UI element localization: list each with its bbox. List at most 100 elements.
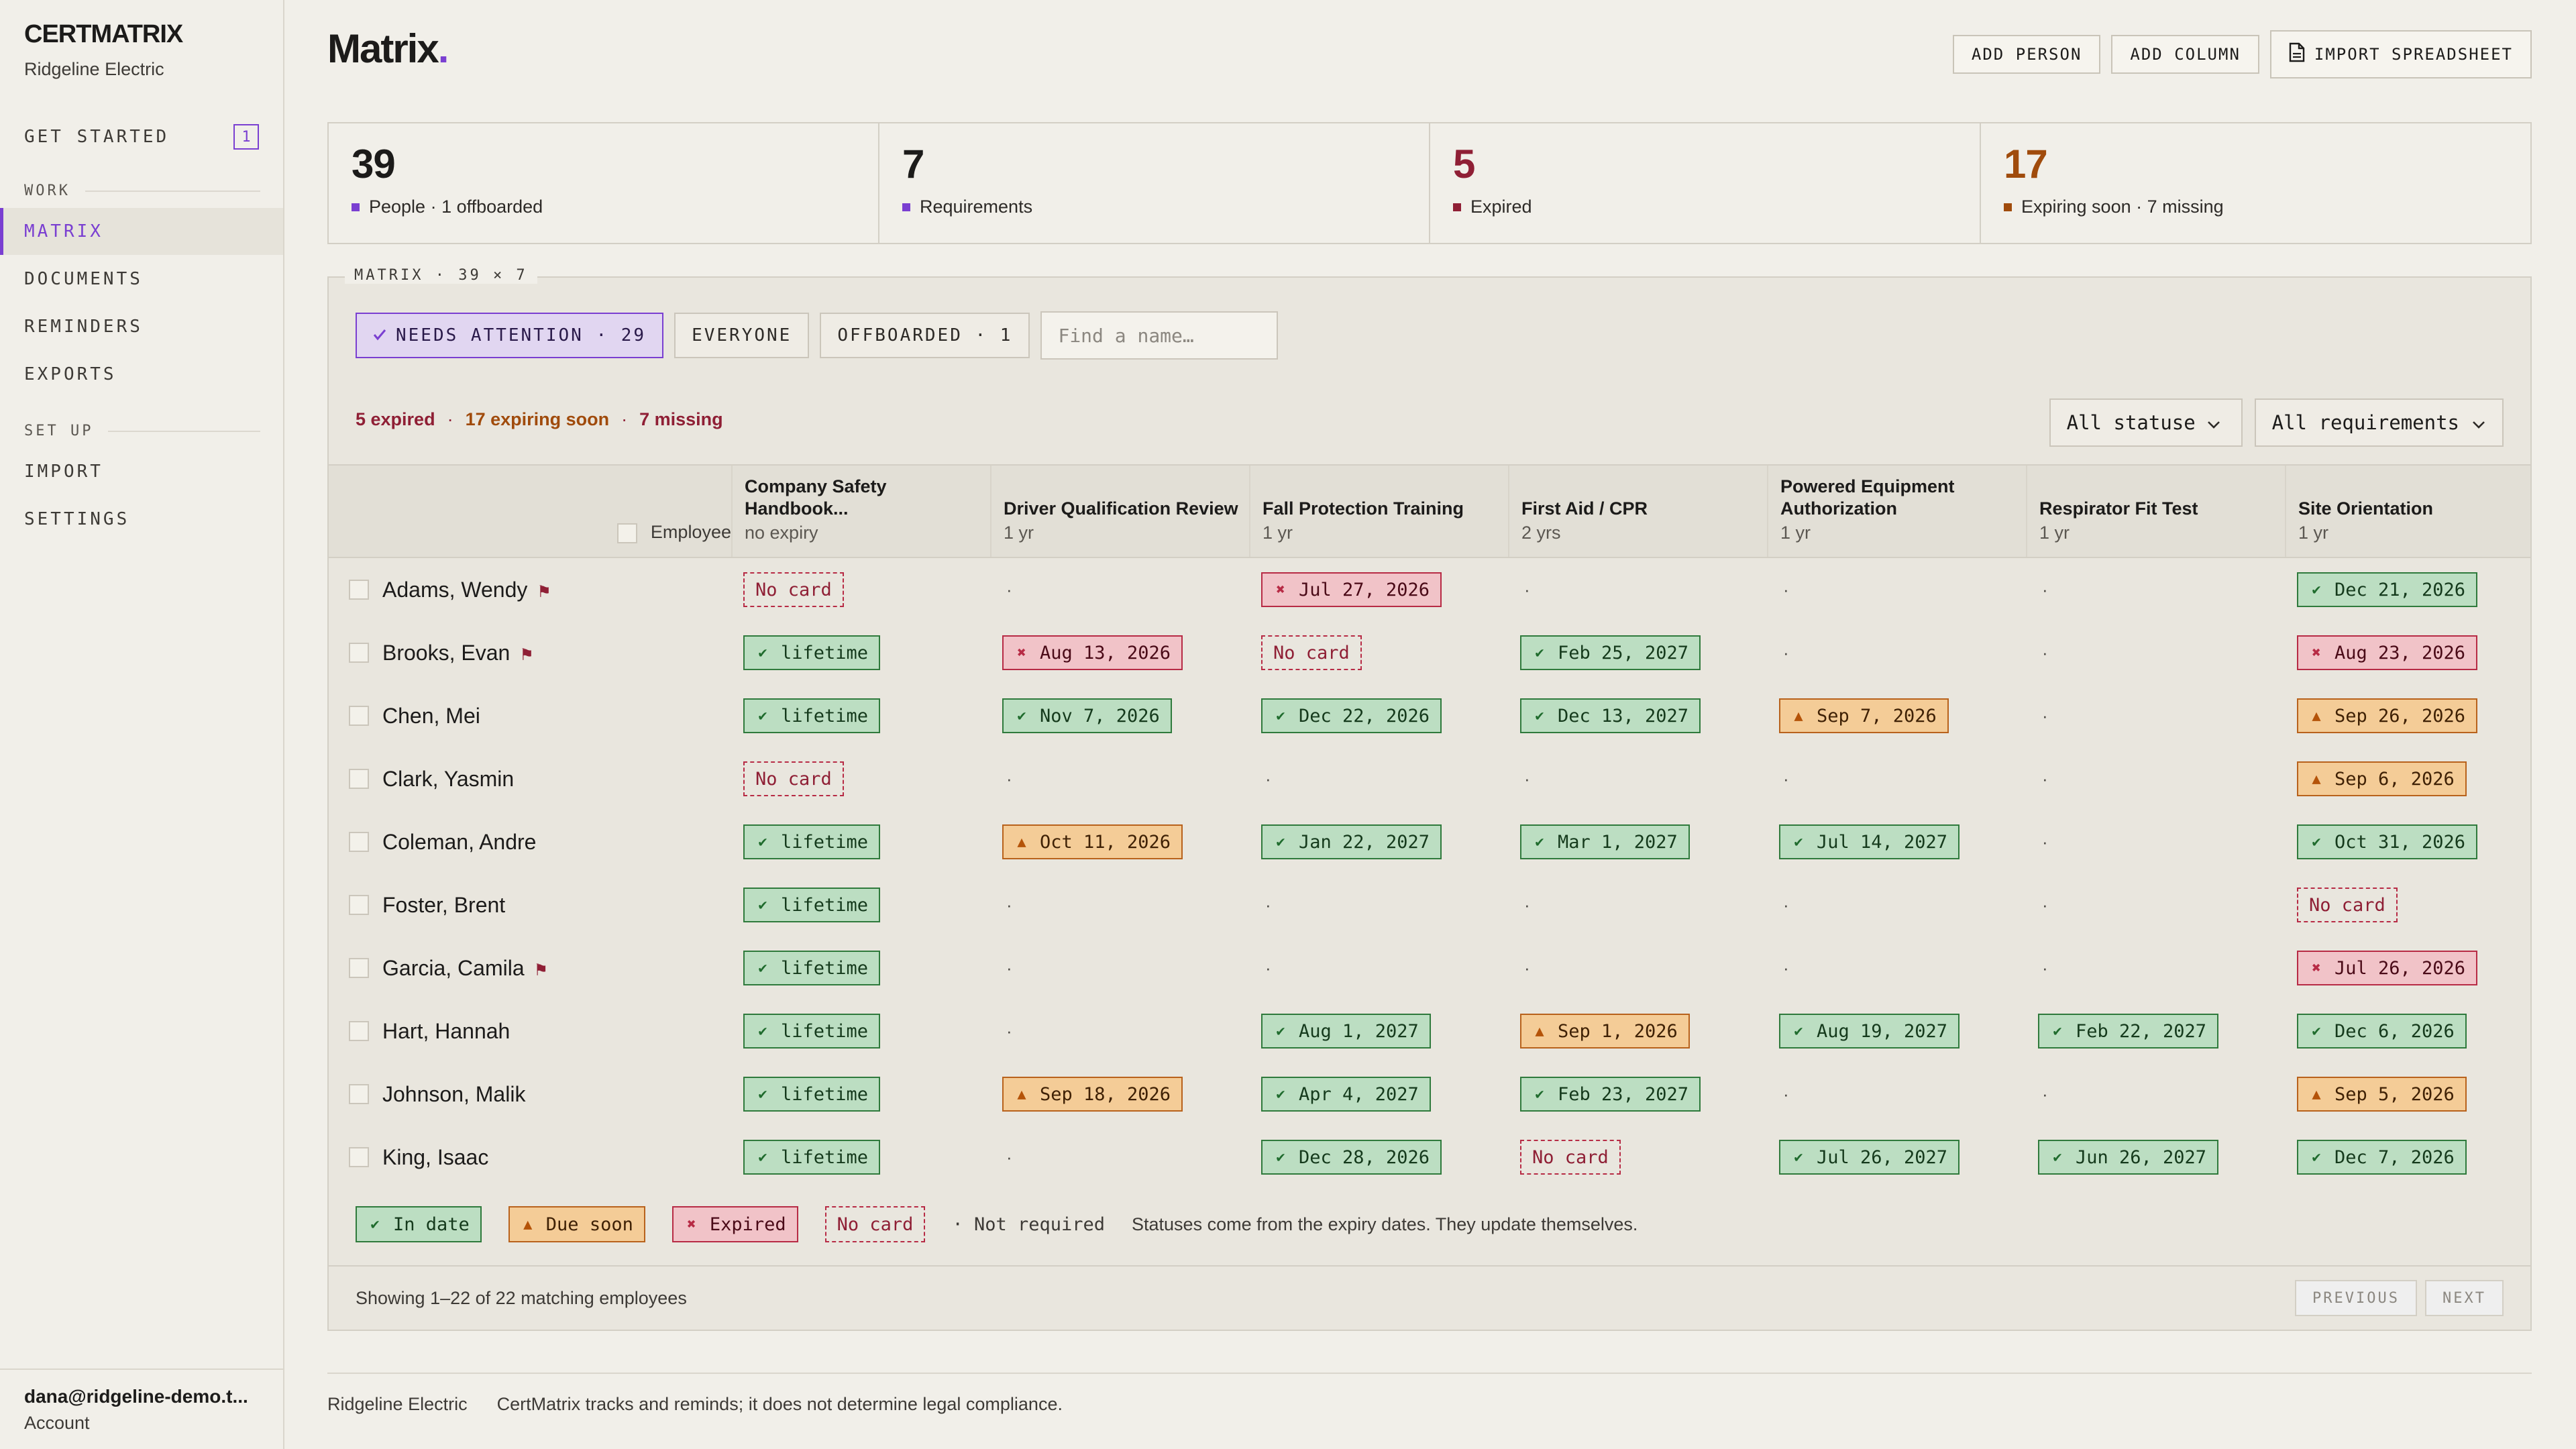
- requirement-cell[interactable]: ✔ Dec 7, 2026: [2285, 1126, 2530, 1189]
- status-badge-soon[interactable]: ▲ Sep 6, 2026: [2297, 761, 2467, 796]
- status-badge-exp[interactable]: ✖ Jul 27, 2026: [1261, 572, 1442, 607]
- status-badge-ok[interactable]: ✔ Dec 28, 2026: [1261, 1140, 1442, 1175]
- status-badge-ok[interactable]: ✔ Dec 6, 2026: [2297, 1014, 2467, 1049]
- requirement-cell[interactable]: ·: [990, 558, 1249, 621]
- filter-offboarded[interactable]: OFFBOARDED · 1: [820, 313, 1030, 358]
- status-badge-ok[interactable]: ✔ Dec 13, 2027: [1520, 698, 1701, 733]
- status-badge-ok[interactable]: ✔ Dec 7, 2026: [2297, 1140, 2467, 1175]
- requirement-cell[interactable]: ·: [1767, 873, 2026, 936]
- requirement-cell[interactable]: ✔ Aug 19, 2027: [1767, 1000, 2026, 1063]
- status-badge-ok[interactable]: ✔ Aug 19, 2027: [1779, 1014, 1960, 1049]
- requirement-cell[interactable]: ·: [2026, 558, 2285, 621]
- status-badge-ok[interactable]: ✔ lifetime: [743, 888, 881, 922]
- requirement-cell[interactable]: ✔ lifetime: [731, 810, 990, 873]
- column-header-requirement[interactable]: Driver Qualification Review 1 yr: [990, 466, 1249, 557]
- employee-name-link[interactable]: Garcia, Camila ⚑: [382, 956, 548, 981]
- account-link[interactable]: Account: [24, 1413, 90, 1433]
- filter-everyone[interactable]: EVERYONE: [674, 313, 810, 358]
- row-checkbox[interactable]: [349, 958, 369, 978]
- row-checkbox[interactable]: [349, 1147, 369, 1167]
- row-checkbox[interactable]: [349, 832, 369, 852]
- sidebar-item-reminders[interactable]: REMINDERS: [24, 317, 143, 337]
- status-badge-ok[interactable]: ✔ Nov 7, 2026: [1002, 698, 1172, 733]
- requirement-cell[interactable]: No card: [731, 558, 990, 621]
- employee-name-link[interactable]: Clark, Yasmin: [382, 767, 514, 792]
- requirement-cell[interactable]: No card: [1508, 1126, 1767, 1189]
- requirement-cell[interactable]: ·: [2026, 936, 2285, 1000]
- column-header-requirement[interactable]: Powered Equipment Authorization 1 yr: [1767, 466, 2026, 557]
- requirement-cell[interactable]: ▲ Sep 6, 2026: [2285, 747, 2530, 810]
- requirement-cell[interactable]: ·: [2026, 747, 2285, 810]
- status-badge-no-card[interactable]: No card: [2297, 888, 2398, 922]
- requirement-cell[interactable]: ✔ Dec 13, 2027: [1508, 684, 1767, 747]
- requirement-cell[interactable]: ✔ Jun 26, 2027: [2026, 1126, 2285, 1189]
- status-badge-no-card[interactable]: No card: [1261, 635, 1362, 670]
- employee-name-link[interactable]: Hart, Hannah: [382, 1019, 510, 1044]
- requirement-cell[interactable]: ▲ Oct 11, 2026: [990, 810, 1249, 873]
- requirement-cell[interactable]: ✖ Aug 13, 2026: [990, 621, 1249, 684]
- name-search-input[interactable]: [1040, 311, 1279, 360]
- get-started-link[interactable]: GET STARTED 1: [24, 122, 259, 152]
- requirement-cell[interactable]: ▲ Sep 18, 2026: [990, 1063, 1249, 1126]
- requirement-cell[interactable]: ✖ Aug 23, 2026: [2285, 621, 2530, 684]
- status-badge-no-card[interactable]: No card: [743, 572, 844, 607]
- requirement-cell[interactable]: ✖ Jul 26, 2026: [2285, 936, 2530, 1000]
- status-badge-ok[interactable]: ✔ Jun 26, 2027: [2038, 1140, 2219, 1175]
- requirement-cell[interactable]: ✔ Dec 28, 2026: [1249, 1126, 1508, 1189]
- row-checkbox[interactable]: [349, 1084, 369, 1104]
- requirement-cell[interactable]: No card: [1249, 621, 1508, 684]
- status-badge-ok[interactable]: ✔ Jul 14, 2027: [1779, 824, 1960, 859]
- status-badge-ok[interactable]: ✔ Feb 23, 2027: [1520, 1077, 1701, 1112]
- add-column-button[interactable]: ADD COLUMN: [2111, 35, 2259, 74]
- status-badge-soon[interactable]: ▲ Sep 5, 2026: [2297, 1077, 2467, 1112]
- status-badge-ok[interactable]: ✔ lifetime: [743, 1014, 881, 1049]
- column-header-requirement[interactable]: First Aid / CPR 2 yrs: [1508, 466, 1767, 557]
- requirement-cell[interactable]: ✔ Feb 22, 2027: [2026, 1000, 2285, 1063]
- requirement-cell[interactable]: No card: [2285, 873, 2530, 936]
- requirement-cell[interactable]: ✔ Jan 22, 2027: [1249, 810, 1508, 873]
- column-header-requirement[interactable]: Company Safety Handbook... no expiry: [731, 466, 990, 557]
- requirement-cell[interactable]: ▲ Sep 1, 2026: [1508, 1000, 1767, 1063]
- status-badge-soon[interactable]: ▲ Sep 18, 2026: [1002, 1077, 1183, 1112]
- status-badge-ok[interactable]: ✔ Dec 21, 2026: [2297, 572, 2478, 607]
- requirement-cell[interactable]: ✔ Apr 4, 2027: [1249, 1063, 1508, 1126]
- status-badge-ok[interactable]: ✔ Aug 1, 2027: [1261, 1014, 1431, 1049]
- status-badge-ok[interactable]: ✔ Feb 25, 2027: [1520, 635, 1701, 670]
- requirement-cell[interactable]: ·: [990, 873, 1249, 936]
- requirements-select[interactable]: All requirements: [2254, 398, 2504, 447]
- employee-name-link[interactable]: Adams, Wendy ⚑: [382, 578, 551, 602]
- employee-name-link[interactable]: Brooks, Evan ⚑: [382, 641, 534, 665]
- row-checkbox[interactable]: [349, 643, 369, 663]
- sidebar-item-exports[interactable]: EXPORTS: [24, 364, 117, 384]
- sidebar-item-matrix[interactable]: MATRIX: [0, 208, 283, 255]
- sidebar-item-import[interactable]: IMPORT: [24, 462, 103, 482]
- status-badge-no-card[interactable]: No card: [1520, 1140, 1621, 1175]
- status-badge-ok[interactable]: ✔ Mar 1, 2027: [1520, 824, 1690, 859]
- add-person-button[interactable]: ADD PERSON: [1952, 35, 2101, 74]
- requirement-cell[interactable]: ✔ lifetime: [731, 684, 990, 747]
- next-page-button[interactable]: NEXT: [2425, 1280, 2504, 1316]
- requirement-cell[interactable]: ·: [1508, 747, 1767, 810]
- sidebar-item-documents[interactable]: DOCUMENTS: [24, 269, 143, 289]
- requirement-cell[interactable]: ·: [1508, 873, 1767, 936]
- requirement-cell[interactable]: ·: [1249, 747, 1508, 810]
- sidebar-item-settings[interactable]: SETTINGS: [24, 509, 130, 529]
- requirement-cell[interactable]: ✔ Nov 7, 2026: [990, 684, 1249, 747]
- requirement-cell[interactable]: ·: [990, 747, 1249, 810]
- status-badge-exp[interactable]: ✖ Jul 26, 2026: [2297, 951, 2478, 985]
- status-badge-ok[interactable]: ✔ Apr 4, 2027: [1261, 1077, 1431, 1112]
- requirement-cell[interactable]: ·: [2026, 621, 2285, 684]
- employee-name-link[interactable]: Johnson, Malik: [382, 1082, 525, 1107]
- requirement-cell[interactable]: ✖ Jul 27, 2026: [1249, 558, 1508, 621]
- status-badge-ok[interactable]: ✔ lifetime: [743, 951, 881, 985]
- requirement-cell[interactable]: ✔ Dec 21, 2026: [2285, 558, 2530, 621]
- requirement-cell[interactable]: ·: [1508, 936, 1767, 1000]
- requirement-cell[interactable]: ✔ Mar 1, 2027: [1508, 810, 1767, 873]
- column-header-requirement[interactable]: Fall Protection Training 1 yr: [1249, 466, 1508, 557]
- requirement-cell[interactable]: ▲ Sep 5, 2026: [2285, 1063, 2530, 1126]
- status-badge-no-card[interactable]: No card: [743, 761, 844, 796]
- status-badge-exp[interactable]: ✖ Aug 13, 2026: [1002, 635, 1183, 670]
- requirement-cell[interactable]: ·: [2026, 1063, 2285, 1126]
- requirement-cell[interactable]: ·: [1767, 1063, 2026, 1126]
- requirement-cell[interactable]: ✔ Jul 14, 2027: [1767, 810, 2026, 873]
